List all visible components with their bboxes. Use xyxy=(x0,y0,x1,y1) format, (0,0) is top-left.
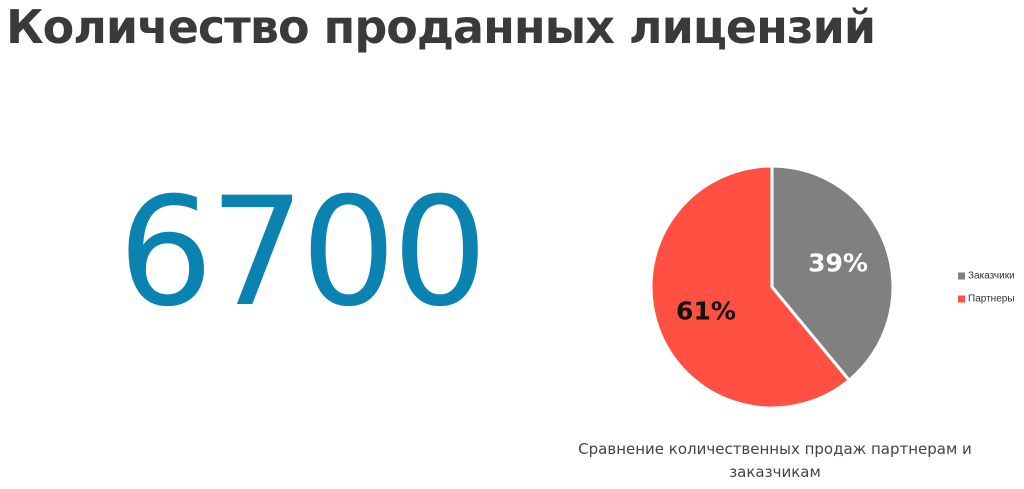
legend-label-2: Партнеры xyxy=(968,294,1015,305)
legend-label-1: Заказчики xyxy=(968,271,1015,282)
chart-caption: Сравнение количественных продаж партнера… xyxy=(578,440,972,481)
pie-slice-1 xyxy=(770,164,895,382)
licenses-count: 6700 xyxy=(118,166,488,340)
legend-swatch-1 xyxy=(958,272,965,280)
pie-slice-label-2: 61% xyxy=(676,296,736,325)
pie-slice-label-1: 39% xyxy=(808,249,868,278)
legend-swatch-2 xyxy=(958,295,965,303)
page-title: Количество проданных лицензий xyxy=(6,0,876,54)
pie-slice-2 xyxy=(649,164,851,410)
